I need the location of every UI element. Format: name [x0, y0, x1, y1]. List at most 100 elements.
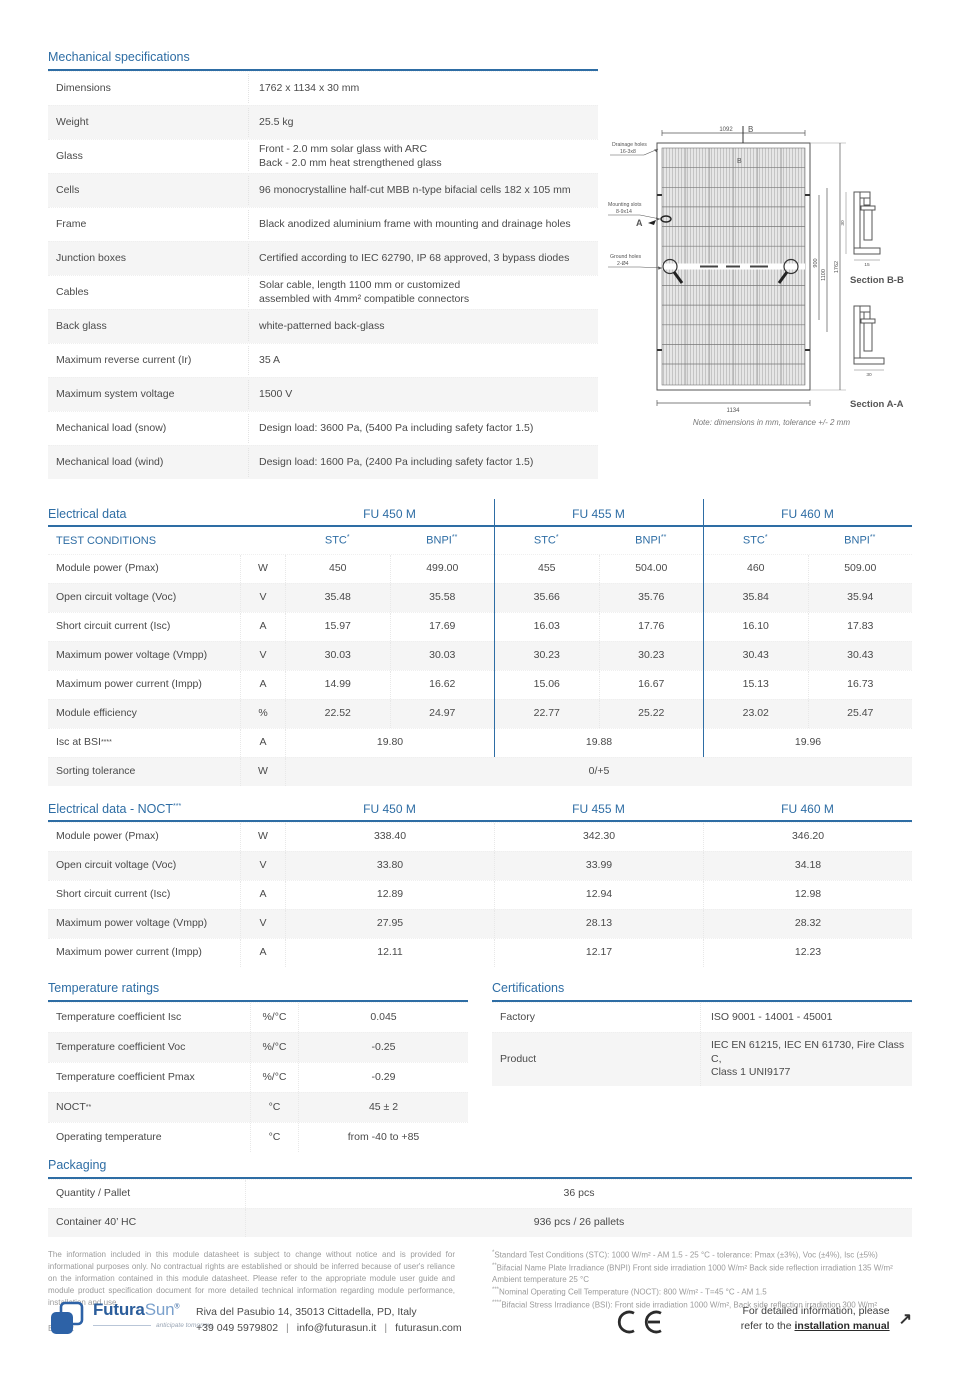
stc-header: STC* — [533, 534, 559, 547]
param-label: Short circuit current (Isc) — [56, 620, 171, 633]
table-row: Module power (Pmax) W 450 499.00 455 504… — [48, 554, 912, 583]
value-fu460-bnpi: 35.94 — [807, 584, 913, 612]
value-fu460-stc: 16.10 — [703, 613, 808, 641]
value-fu455: 28.13 — [494, 910, 703, 938]
param-label: Open circuit voltage (Voc) — [56, 591, 177, 604]
spec-value: 25.5 kg — [248, 108, 598, 137]
table-row: Weight 25.5 kg — [48, 105, 598, 139]
value-fu455-bnpi: 504.00 — [598, 555, 704, 583]
section-rule — [48, 1000, 468, 1002]
value-fu460-bnpi: 30.43 — [807, 642, 913, 670]
temperature-ratings-section: Temperature ratings Temperature coeffici… — [48, 981, 468, 1152]
pack-label: Quantity / Pallet — [56, 1187, 131, 1200]
value-fu460-stc: 30.43 — [703, 642, 808, 670]
value-fu455-stc: 15.06 — [494, 671, 599, 699]
section-aa-label: Section A-A — [850, 399, 904, 410]
value-fu455: 12.17 — [494, 939, 703, 967]
table-row: Back glass white-patterned back-glass — [48, 309, 598, 343]
param-unit: A — [240, 939, 285, 967]
value-fu450-stc: 35.48 — [285, 584, 390, 612]
value-fu460: 346.20 — [703, 823, 912, 851]
value-fu450-bnpi: 17.69 — [389, 613, 495, 641]
contact-info: Riva del Pasubio 14, 35013 Cittadella, P… — [196, 1306, 462, 1335]
ce-mark-icon — [612, 1308, 668, 1341]
table-row: Dimensions 1762 x 1134 x 30 mm — [48, 71, 598, 105]
value-fu450-stc: 14.99 — [285, 671, 390, 699]
value-fu450-stc: 22.52 — [285, 700, 390, 728]
table-row: Short circuit current (Isc) A 12.89 12.9… — [48, 880, 912, 909]
module-technical-drawing: 1092 B B 1134 900 1100 1762 Drainage hol… — [600, 120, 930, 420]
packaging-section: Packaging Quantity / Pallet 36 pcs Conta… — [48, 1158, 912, 1237]
cert-label: Factory — [500, 1010, 536, 1023]
table-row: Maximum power current (Impp) A 14.99 16.… — [48, 670, 912, 699]
installation-manual-link[interactable]: installation manual — [794, 1320, 890, 1333]
external-link-arrow-icon[interactable]: ↗ — [898, 1311, 912, 1329]
sorting-tolerance-row: Sorting tolerance W 0/+5 — [48, 757, 912, 786]
stc-header: STC* — [324, 534, 350, 547]
param-label: Open circuit voltage (Voc) — [56, 859, 177, 872]
param-label: Temperature coefficient Pmax — [56, 1070, 195, 1083]
table-row: Maximum power voltage (Vmpp) V 27.95 28.… — [48, 909, 912, 938]
table-row: Cells 96 monocrystalline half-cut MBB n-… — [48, 173, 598, 207]
table-row: Container 40’ HC 936 pcs / 26 pallets — [48, 1208, 912, 1237]
param-unit: A — [240, 881, 285, 909]
param-label: Operating temperature — [56, 1130, 162, 1143]
value-fu450: 27.95 — [285, 910, 494, 938]
param-unit: V — [240, 852, 285, 880]
section-bb-profile — [853, 191, 881, 255]
table-row: Junction boxes Certified according to IE… — [48, 241, 598, 275]
value-fu460-stc: 15.13 — [703, 671, 808, 699]
table-row: Temperature coefficient Voc %/°C -0.25 — [48, 1032, 468, 1062]
section-bb-label: Section B-B — [850, 275, 904, 286]
section-rule — [48, 1177, 912, 1179]
cert-value: ISO 9001 - 14001 - 45001 — [700, 1003, 912, 1032]
ground-hole-right — [783, 258, 799, 275]
installation-manual-note: For detailed information, please refer t… — [741, 1304, 912, 1334]
param-unit: V — [240, 910, 285, 938]
param-label: Module power (Pmax) — [56, 562, 159, 575]
table-row: Short circuit current (Isc) A 15.97 17.6… — [48, 612, 912, 641]
value-fu460: 19.96 — [703, 729, 912, 757]
section-b-inner-marker: B — [737, 158, 742, 165]
section-rule — [48, 820, 912, 822]
section-rule — [492, 1000, 912, 1002]
test-conditions-row: TEST CONDITIONS STC* BNPI** STC* BNPI** … — [48, 527, 912, 554]
param-label: Temperature coefficient Isc — [56, 1010, 182, 1023]
company-email-link[interactable]: info@futurasun.it — [296, 1322, 377, 1335]
dim-1100-label: 1100 — [821, 269, 827, 281]
value-fu460-bnpi: 25.47 — [807, 700, 913, 728]
param-value: 45 ± 2 — [298, 1093, 468, 1122]
pack-label: Container 40’ HC — [56, 1216, 137, 1229]
footnote-line: ***Nominal Operating Cell Temperature (N… — [492, 1287, 767, 1297]
value-fu450-bnpi: 24.97 — [389, 700, 495, 728]
param-label: Module power (Pmax) — [56, 830, 159, 843]
certifications-table: Factory ISO 9001 - 14001 - 45001 Product… — [492, 1002, 912, 1086]
param-label: Sorting tolerance — [56, 765, 136, 778]
bnpi-header: BNPI** — [635, 534, 667, 547]
value-fu460-stc: 460 — [703, 555, 808, 583]
table-row: Quantity / Pallet 36 pcs — [48, 1179, 912, 1208]
value-fu460: 28.32 — [703, 910, 912, 938]
sorting-tolerance-value: 0/+5 — [285, 758, 912, 786]
section-a-marker: A — [636, 218, 643, 228]
spec-label: Maximum system voltage — [56, 387, 175, 400]
value-fu455-bnpi: 17.76 — [598, 613, 704, 641]
param-label: Maximum power current (Impp) — [56, 946, 202, 959]
value-fu455-bnpi: 30.23 — [598, 642, 704, 670]
value-fu455-bnpi: 16.67 — [598, 671, 704, 699]
table-row: Cables Solar cable, length 1100 mm or cu… — [48, 275, 598, 309]
panel-drawing-svg: 1092 B B 1134 900 1100 1762 Drainage hol… — [608, 125, 904, 414]
ground-hole-left — [662, 258, 678, 275]
section-rule — [48, 69, 598, 71]
table-row: Open circuit voltage (Voc) V 35.48 35.58… — [48, 583, 912, 612]
param-unit: % — [240, 700, 285, 728]
table-row: Product IEC EN 61215, IEC EN 61730, Fire… — [492, 1032, 912, 1086]
spec-label: Maximum reverse current (Ir) — [56, 353, 192, 366]
module-name-fu460: FU 460 M — [781, 802, 834, 816]
manual-note-line1: For detailed information, please — [742, 1305, 890, 1317]
table-row: Mechanical load (wind) Design load: 1600… — [48, 445, 598, 479]
electrical-data-noct-section: Electrical data - NOCT*** FU 450 M FU 45… — [48, 794, 912, 967]
module-name-fu460: FU 460 M — [781, 507, 834, 521]
table-row: Maximum system voltage 1500 V — [48, 377, 598, 411]
company-website-link[interactable]: futurasun.com — [395, 1322, 462, 1335]
